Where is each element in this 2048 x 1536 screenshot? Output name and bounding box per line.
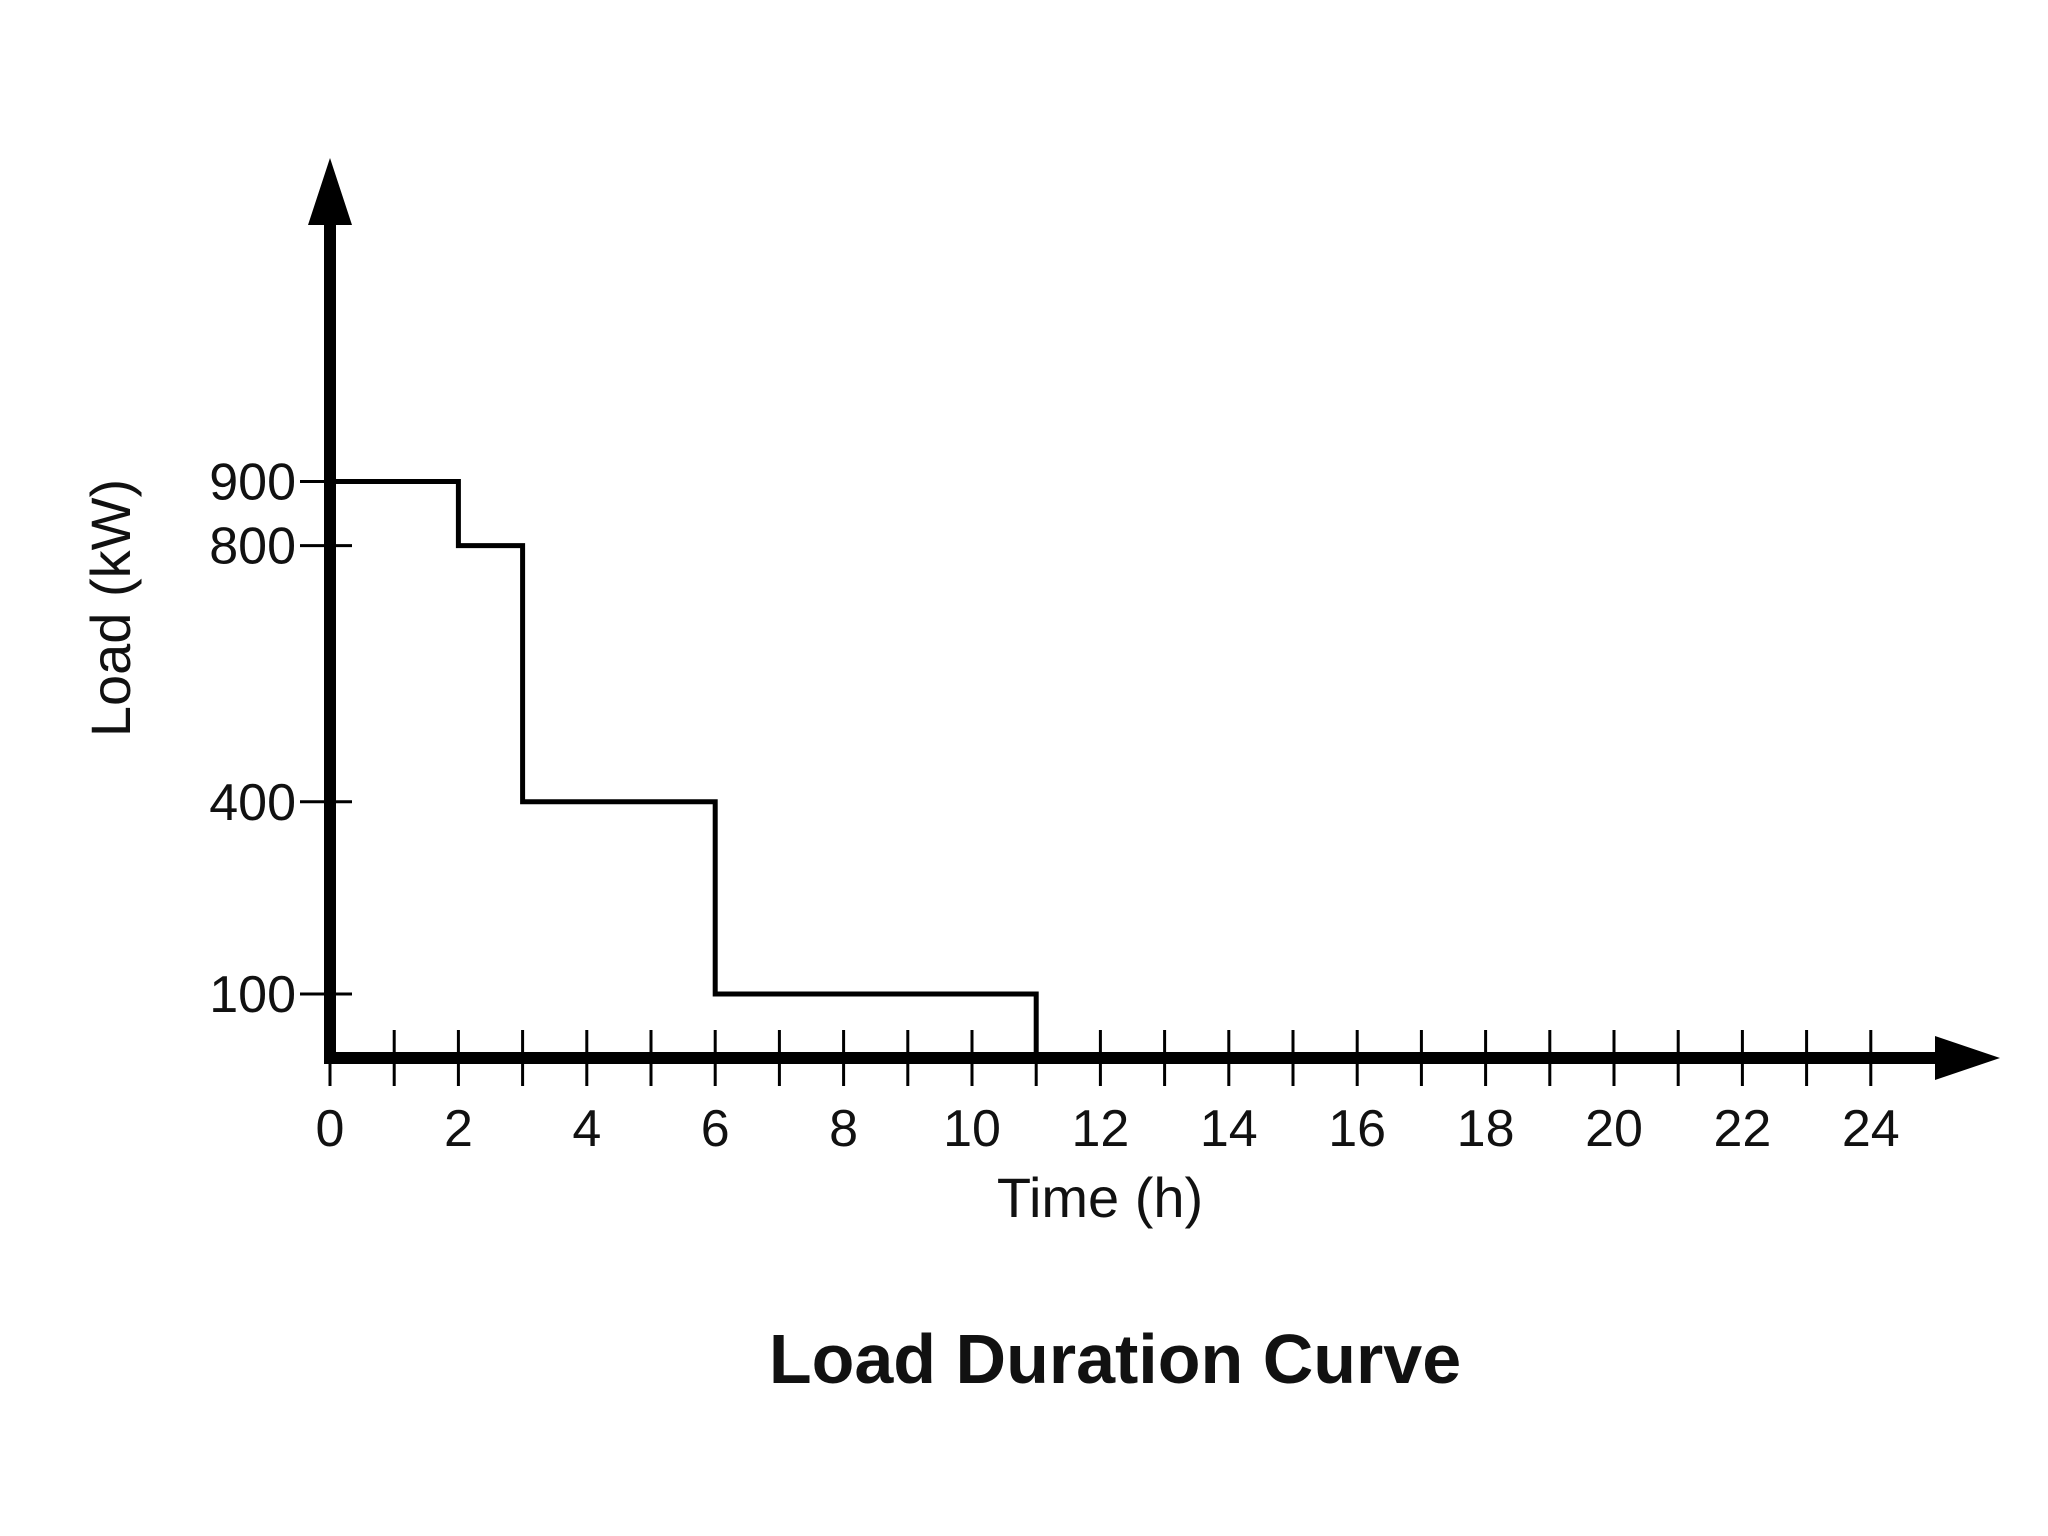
y-tick-label: 100 (209, 966, 296, 1024)
y-tick-label: 400 (209, 774, 296, 832)
x-tick-label: 16 (1328, 1100, 1386, 1158)
labels: Time (h) Load (kW) Load Duration Curve (79, 479, 1461, 1398)
chart-title: Load Duration Curve (769, 1320, 1461, 1398)
x-tick-label: 10 (943, 1100, 1001, 1158)
x-axis-arrow-icon (1935, 1036, 2000, 1080)
x-tick-label: 24 (1842, 1100, 1900, 1158)
x-tick-label: 22 (1713, 1100, 1771, 1158)
x-tick-label: 18 (1457, 1100, 1515, 1158)
y-tick-label: 900 (209, 454, 296, 512)
x-tick-label: 0 (316, 1100, 345, 1158)
y-axis-arrow-icon (308, 158, 352, 225)
series (330, 479, 1871, 1061)
x-tick-label: 20 (1585, 1100, 1643, 1158)
axes (308, 158, 2000, 1080)
x-tick-label: 2 (444, 1100, 473, 1158)
x-tick-label: 14 (1200, 1100, 1258, 1158)
x-tick-label: 8 (829, 1100, 858, 1158)
y-tick-label: 800 (209, 518, 296, 576)
x-tick-label: 4 (572, 1100, 601, 1158)
y-axis-label: Load (kW) (79, 479, 142, 737)
step-series-line (330, 479, 1871, 1061)
x-tick-label: 6 (701, 1100, 730, 1158)
x-tick-label: 12 (1071, 1100, 1129, 1158)
x-axis-label: Time (h) (997, 1166, 1203, 1229)
